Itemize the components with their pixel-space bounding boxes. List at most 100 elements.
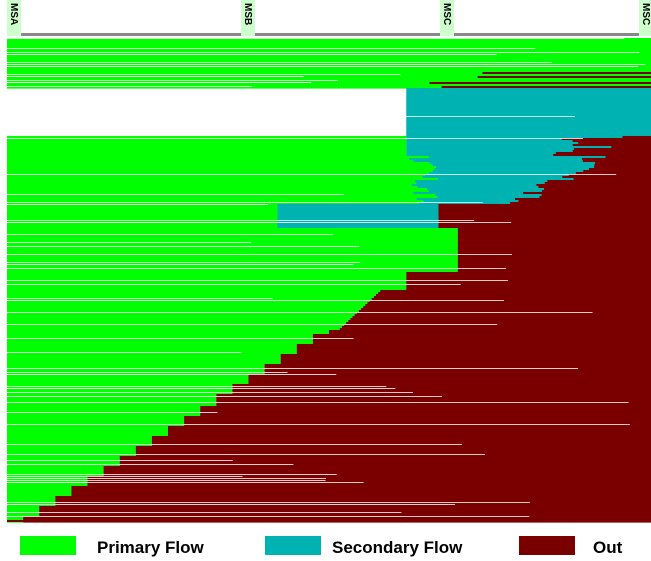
out-mark — [280, 360, 651, 363]
primary-flow-mark — [7, 358, 281, 361]
row-separator — [7, 482, 364, 483]
primary-flow-mark — [7, 304, 366, 307]
out-mark — [135, 452, 651, 455]
secondary-flow-mark — [428, 172, 576, 175]
primary-flow-mark — [7, 392, 233, 395]
out-mark — [561, 138, 651, 141]
primary-flow-mark — [7, 492, 72, 495]
row-separator — [7, 52, 640, 53]
primary-flow-mark — [7, 140, 407, 143]
out-mark — [329, 332, 651, 335]
primary-flow-mark — [7, 360, 281, 363]
secondary-flow-mark — [428, 190, 542, 193]
secondary-flow-mark — [432, 170, 584, 173]
row-separator — [7, 114, 340, 115]
out-mark — [280, 358, 651, 361]
out-mark — [248, 376, 651, 379]
out-mark — [264, 372, 651, 375]
primary-flow-mark — [7, 280, 407, 283]
secondary-flow-mark — [406, 126, 651, 129]
out-mark — [312, 342, 651, 345]
out-mark — [578, 142, 651, 145]
secondary-flow-mark — [277, 204, 439, 207]
out-mark — [39, 506, 651, 509]
primary-flow-mark — [7, 400, 217, 403]
secondary-flow-mark — [277, 210, 439, 213]
out-mark — [438, 226, 651, 229]
out-mark — [341, 326, 651, 329]
out-mark — [365, 304, 651, 307]
secondary-flow-mark — [406, 122, 651, 125]
primary-flow-mark — [7, 150, 407, 153]
secondary-flow-mark — [416, 182, 545, 185]
primary-flow-mark — [7, 198, 417, 201]
primary-flow-mark — [7, 164, 433, 167]
out-mark — [264, 364, 651, 367]
secondary-flow-mark — [406, 112, 651, 115]
primary-flow-mark — [7, 390, 233, 393]
primary-flow-mark — [7, 452, 136, 455]
out-mark — [438, 222, 651, 225]
out-mark — [457, 232, 651, 235]
out-mark — [248, 374, 651, 377]
out-mark — [562, 176, 651, 179]
out-mark — [329, 330, 651, 333]
primary-flow-mark — [7, 416, 185, 419]
primary-flow-mark — [7, 300, 370, 303]
row-separator — [7, 242, 252, 243]
primary-flow-mark — [7, 386, 233, 389]
primary-flow-mark — [7, 404, 217, 407]
secondary-flow-mark — [277, 212, 439, 215]
secondary-flow-mark — [415, 180, 548, 183]
secondary-flow-mark — [406, 130, 651, 133]
row-separator — [7, 460, 233, 461]
primary-flow-mark — [7, 252, 458, 255]
out-mark — [71, 486, 651, 489]
legend-swatch-out — [519, 536, 575, 555]
secondary-flow-mark — [277, 226, 439, 229]
out-mark — [103, 474, 651, 477]
secondary-flow-mark — [425, 174, 569, 177]
secondary-flow-mark — [435, 194, 542, 197]
primary-flow-mark — [7, 518, 24, 521]
row-separator — [7, 412, 218, 413]
primary-flow-mark — [7, 182, 417, 185]
out-mark — [296, 350, 651, 353]
row-separator — [7, 338, 354, 339]
primary-flow-mark — [7, 188, 427, 191]
secondary-flow-mark — [437, 196, 540, 199]
out-mark — [264, 366, 651, 369]
primary-flow-mark — [7, 512, 40, 515]
primary-flow-mark — [7, 430, 168, 433]
primary-flow-mark — [7, 236, 458, 239]
primary-flow-mark — [7, 336, 313, 339]
out-mark — [575, 172, 651, 175]
out-mark — [457, 248, 651, 251]
out-mark — [184, 422, 651, 425]
out-mark — [119, 464, 651, 467]
out-mark — [151, 444, 651, 447]
primary-flow-mark — [7, 428, 168, 431]
out-mark — [348, 320, 651, 323]
secondary-flow-mark — [406, 94, 651, 97]
primary-flow-mark — [7, 362, 281, 365]
out-mark — [523, 192, 651, 195]
out-mark — [457, 250, 651, 253]
primary-flow-mark — [7, 500, 56, 503]
row-separator — [7, 62, 553, 63]
row-separator — [7, 222, 512, 223]
primary-flow-mark — [7, 448, 136, 451]
secondary-flow-mark — [416, 198, 515, 201]
primary-flow-mark — [7, 488, 72, 491]
row-separator — [7, 374, 337, 375]
primary-flow-mark — [7, 398, 217, 401]
row-separator — [7, 80, 338, 81]
milestone-label: MSB — [242, 3, 253, 25]
primary-flow-mark — [7, 52, 651, 55]
out-mark — [583, 170, 651, 173]
out-mark — [312, 340, 651, 343]
out-mark — [457, 258, 651, 261]
out-mark — [457, 230, 651, 233]
primary-flow-mark — [7, 290, 381, 293]
out-mark — [151, 436, 651, 439]
